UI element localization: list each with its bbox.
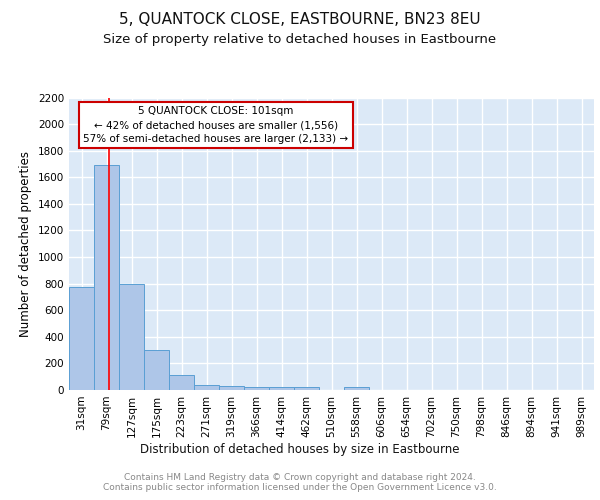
Bar	[344, 388, 369, 390]
Y-axis label: Number of detached properties: Number of detached properties	[19, 151, 32, 337]
Bar	[94, 166, 119, 390]
Bar	[294, 388, 319, 390]
Bar	[69, 287, 94, 390]
Bar	[194, 384, 219, 390]
Bar	[219, 386, 244, 390]
Bar	[119, 284, 144, 390]
Text: 5 QUANTOCK CLOSE: 101sqm
← 42% of detached houses are smaller (1,556)
57% of sem: 5 QUANTOCK CLOSE: 101sqm ← 42% of detach…	[83, 106, 349, 144]
Text: Size of property relative to detached houses in Eastbourne: Size of property relative to detached ho…	[103, 32, 497, 46]
Text: 5, QUANTOCK CLOSE, EASTBOURNE, BN23 8EU: 5, QUANTOCK CLOSE, EASTBOURNE, BN23 8EU	[119, 12, 481, 28]
Text: Distribution of detached houses by size in Eastbourne: Distribution of detached houses by size …	[140, 442, 460, 456]
Text: Contains HM Land Registry data © Crown copyright and database right 2024.
Contai: Contains HM Land Registry data © Crown c…	[103, 472, 497, 492]
Bar	[269, 388, 294, 390]
Bar	[169, 376, 194, 390]
Bar	[244, 386, 269, 390]
Bar	[144, 350, 169, 390]
